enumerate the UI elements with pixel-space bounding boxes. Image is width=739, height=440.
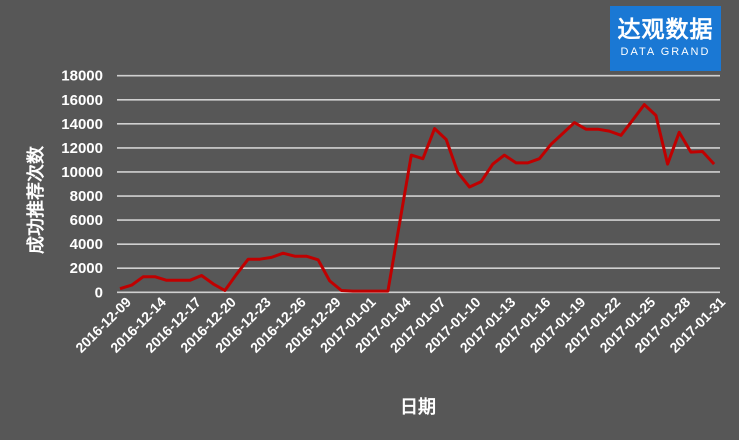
y-tick-label: 6000	[70, 212, 103, 229]
y-tick-label: 8000	[70, 188, 103, 205]
y-tick-label: 12000	[61, 140, 103, 157]
y-tick-label: 10000	[61, 164, 103, 181]
y-tick-label: 16000	[61, 92, 103, 109]
series-line	[119, 103, 716, 293]
y-tick-label: 2000	[70, 260, 103, 277]
y-axis-title: 成功推荐次数	[25, 145, 47, 254]
y-tick-label: 18000	[61, 68, 103, 85]
y-tick-label: 0	[95, 284, 103, 301]
logo-cn-text: 达观数据	[617, 17, 714, 43]
logo-en-text: DATA GRAND	[620, 46, 711, 58]
y-tick-label: 14000	[61, 116, 103, 133]
x-axis-title: 日期	[400, 397, 436, 418]
data-grand-logo: 达观数据 DATA GRAND	[610, 6, 721, 71]
y-tick-label: 4000	[70, 236, 103, 253]
